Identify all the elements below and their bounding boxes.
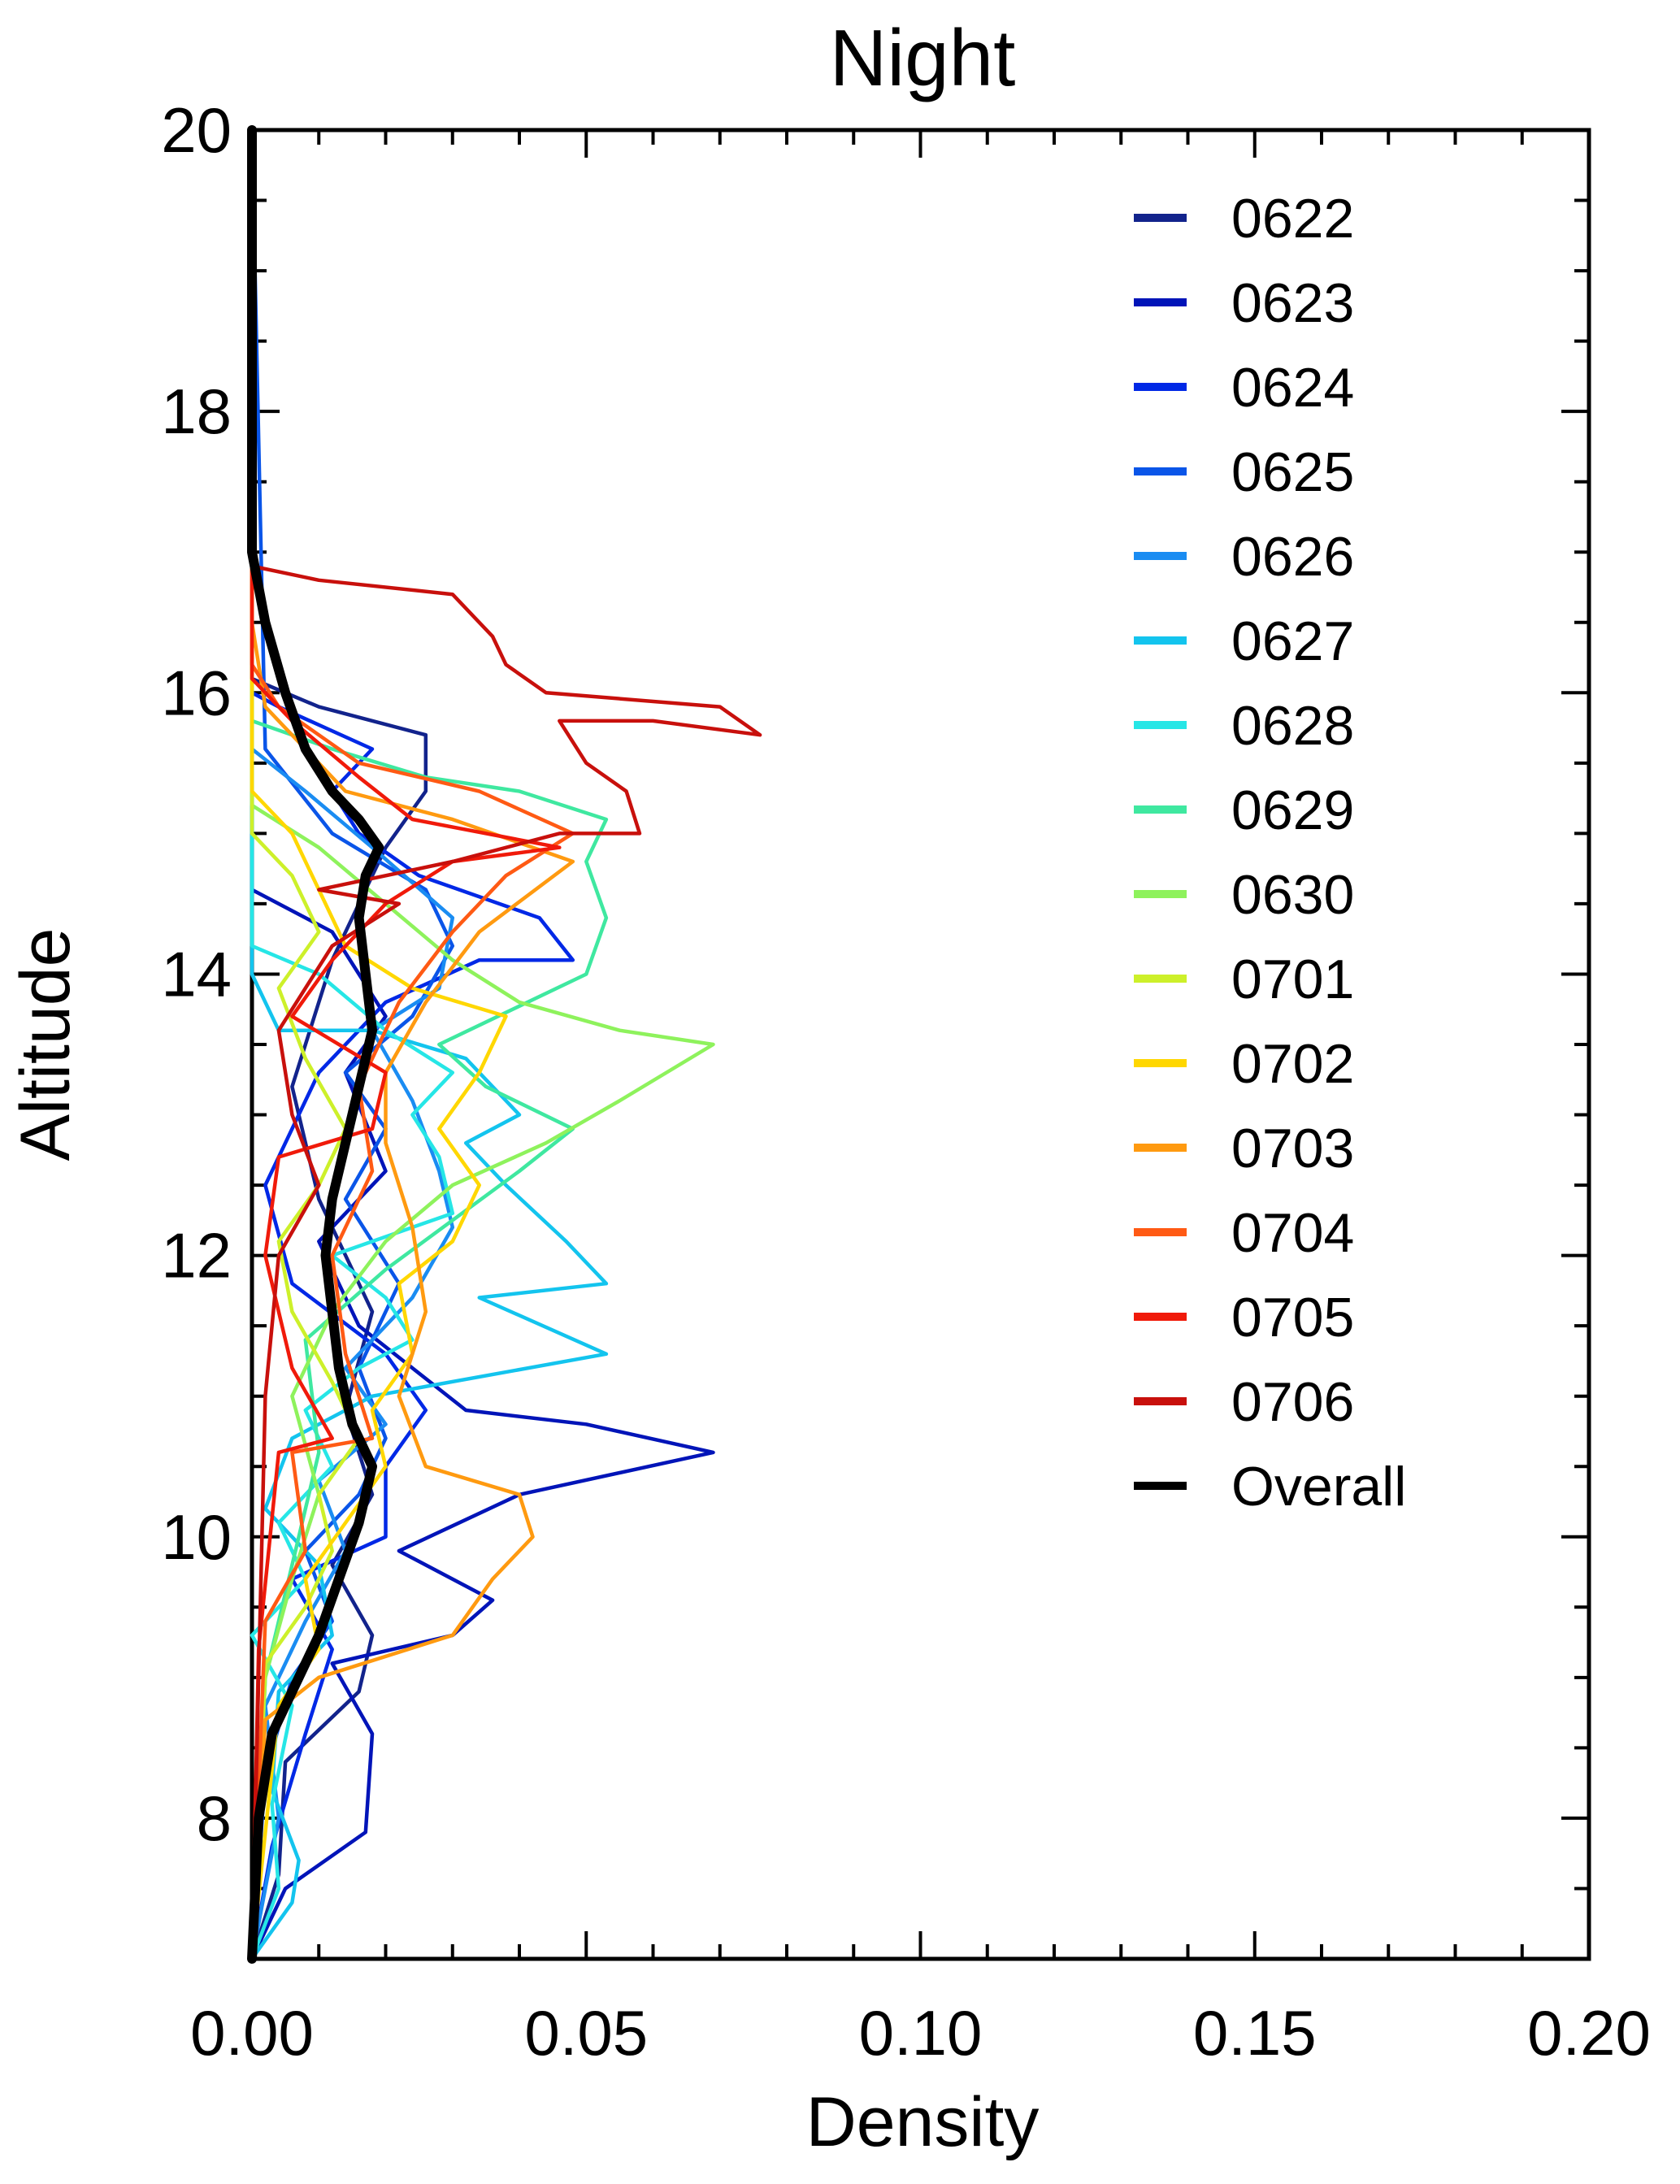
x-tick-label: 0.10 — [859, 1997, 983, 2069]
y-tick-label: 8 — [197, 1782, 232, 1854]
series-line-overall — [247, 125, 384, 1964]
y-tick-label: 12 — [161, 1220, 232, 1292]
series-line-0624 — [250, 128, 575, 1961]
y-tick-label: 20 — [161, 94, 232, 166]
series-line-0703 — [250, 128, 575, 1961]
y-tick-label: 16 — [161, 657, 232, 728]
legend-label-0706: 0706 — [1231, 1371, 1354, 1433]
series-line-0705 — [250, 128, 562, 1961]
series-line-0704 — [250, 128, 575, 1961]
legend-label-0701: 0701 — [1231, 949, 1354, 1010]
legend-label-0703: 0703 — [1231, 1118, 1354, 1179]
series-line-0628 — [250, 128, 455, 1961]
legend-label-0629: 0629 — [1231, 779, 1354, 841]
series-line-0626 — [250, 128, 455, 1961]
legend-label-0625: 0625 — [1231, 441, 1354, 503]
y-tick-label: 10 — [161, 1501, 232, 1573]
y-tick-label: 14 — [161, 938, 232, 1010]
legend-label-0627: 0627 — [1231, 610, 1354, 672]
series-line-0702 — [250, 128, 508, 1961]
x-tick-label: 0.00 — [190, 1997, 314, 2069]
legend-label-0626: 0626 — [1231, 526, 1354, 588]
x-tick-label: 0.05 — [524, 1997, 648, 2069]
chart-title: Night — [830, 13, 1016, 102]
plot-area: 0.00 0.05 0.10 0.15 0.20 8 10 12 14 16 18 20 — [161, 94, 1651, 2069]
legend: 0622 0623 0624 0625 0626 0627 0628 0629 0630 0701… — [1134, 188, 1406, 1518]
y-axis-title: Altitude — [7, 928, 85, 1161]
legend-label-0705: 0705 — [1231, 1287, 1354, 1348]
y-tick-label: 18 — [161, 376, 232, 447]
series-line-0701 — [250, 128, 361, 1961]
legend-label-0628: 0628 — [1231, 695, 1354, 757]
plot-frame — [250, 128, 1591, 1961]
legend-label-0702: 0702 — [1231, 1033, 1354, 1095]
series-line-0706 — [250, 128, 762, 1961]
legend-label-0704: 0704 — [1231, 1202, 1354, 1264]
x-tick-label: 0.20 — [1527, 1997, 1651, 2069]
series-line-0622 — [250, 128, 428, 1961]
x-tick-label: 0.15 — [1193, 1997, 1317, 2069]
series-line-0630 — [250, 128, 715, 1961]
legend-label-overall: Overall — [1231, 1456, 1406, 1518]
legend-label-0630: 0630 — [1231, 864, 1354, 926]
legend-label-0624: 0624 — [1231, 357, 1354, 419]
legend-label-0622: 0622 — [1231, 188, 1354, 250]
legend-label-0623: 0623 — [1231, 272, 1354, 334]
x-axis-title: Density — [806, 2083, 1040, 2161]
